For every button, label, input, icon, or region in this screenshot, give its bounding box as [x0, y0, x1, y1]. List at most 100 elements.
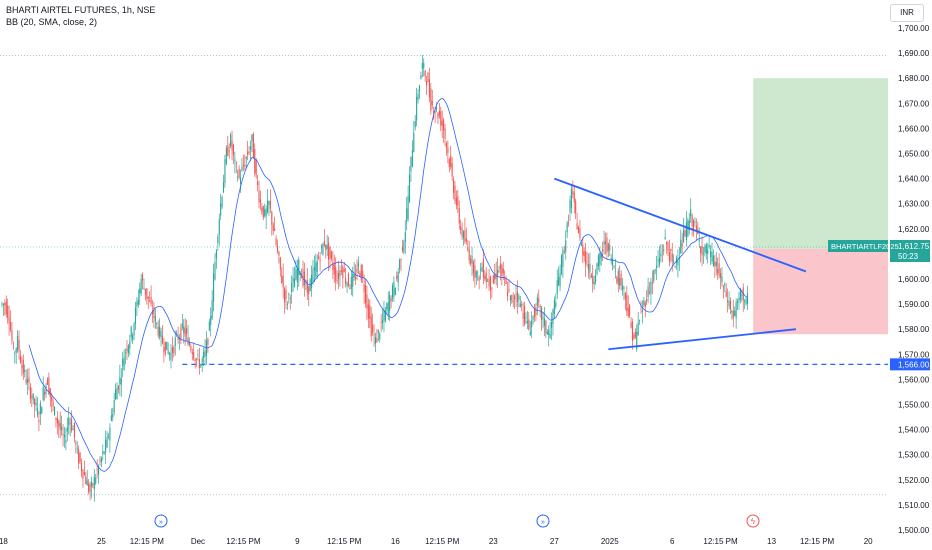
- candle-body: [48, 377, 50, 394]
- candle-body: [129, 341, 131, 349]
- candle-body: [266, 200, 269, 213]
- candle-body: [73, 422, 75, 438]
- candle-body: [187, 337, 189, 345]
- candle-body: [311, 274, 313, 289]
- candle-body: [63, 434, 66, 438]
- candle-body: [305, 282, 307, 283]
- candle-body: [282, 275, 284, 288]
- candle-body: [420, 74, 422, 80]
- candle-body: [619, 277, 621, 286]
- candle-body: [269, 200, 271, 209]
- candle-body: [372, 324, 374, 333]
- candle-body: [107, 436, 110, 437]
- candle-body: [394, 287, 396, 295]
- candle-body: [677, 260, 679, 265]
- candle-body: [194, 359, 196, 362]
- candle-body: [201, 358, 203, 363]
- candle-body: [634, 331, 636, 338]
- candle-body: [169, 353, 171, 355]
- candle-body: [234, 159, 236, 162]
- candle-body: [292, 277, 294, 283]
- candle-body: [184, 328, 186, 337]
- candle-body: [72, 429, 74, 430]
- candle-body: [692, 220, 695, 232]
- candle-body: [136, 301, 138, 307]
- support-price-tag: [890, 358, 930, 371]
- x-tick-label: 9: [295, 537, 300, 546]
- candle-body: [586, 261, 588, 263]
- candle-body: [553, 300, 555, 315]
- candle-body: [34, 399, 36, 406]
- candle-body: [424, 70, 426, 77]
- candle-body: [550, 321, 553, 328]
- candle-body: [404, 232, 406, 242]
- candle-body: [333, 264, 335, 275]
- candle-body: [386, 303, 388, 310]
- candle-body: [325, 244, 327, 250]
- candle-body: [599, 253, 601, 265]
- y-tick-label: 1,590.00: [898, 300, 930, 309]
- candle-body: [485, 272, 487, 283]
- candle-body: [491, 287, 493, 289]
- candle-body: [49, 388, 51, 398]
- candle-body: [159, 326, 161, 337]
- candle-body: [731, 311, 733, 313]
- candle-body: [56, 417, 58, 424]
- candle-body: [117, 385, 119, 390]
- candle-body: [330, 251, 332, 259]
- candle-body: [362, 270, 364, 277]
- candle-body: [359, 272, 361, 277]
- x-tick-label: 16: [391, 537, 400, 546]
- candle-body: [585, 251, 587, 265]
- candle-body: [161, 335, 164, 344]
- candle-body: [164, 341, 166, 355]
- candle-body: [150, 297, 152, 304]
- candle-body: [555, 302, 557, 307]
- x-tick-label: 12:15 PM: [130, 537, 165, 546]
- candle-body: [400, 259, 402, 261]
- candle-body: [471, 255, 473, 264]
- candle-body: [21, 365, 23, 369]
- candle-body: [12, 346, 14, 348]
- candle-body: [274, 228, 276, 232]
- candle-body: [123, 357, 125, 370]
- candle-body: [617, 271, 619, 285]
- candle-body: [707, 249, 709, 254]
- y-tick-label: 1,690.00: [898, 49, 930, 58]
- candle-body: [674, 266, 676, 267]
- candle-body: [265, 208, 267, 217]
- candle-body: [621, 284, 624, 290]
- candle-body: [293, 278, 296, 288]
- candle-body: [316, 261, 318, 272]
- candle-body: [465, 238, 467, 242]
- candle-body: [279, 257, 281, 270]
- candle-body: [492, 275, 494, 284]
- candle-body: [38, 420, 40, 423]
- x-tick-label: 12:15 PM: [800, 537, 835, 546]
- currency-unit-button[interactable]: INR: [890, 4, 924, 22]
- candle-body: [710, 251, 712, 257]
- candle-body: [59, 422, 61, 430]
- candle-body: [705, 244, 707, 254]
- y-tick-label: 1,630.00: [898, 200, 930, 209]
- candle-body: [376, 338, 378, 343]
- candle-body: [529, 331, 531, 336]
- candle-body: [657, 259, 659, 261]
- candle-body: [271, 211, 273, 225]
- candle-body: [648, 291, 651, 293]
- candle-body: [244, 165, 246, 167]
- candle-body: [582, 244, 584, 256]
- candle-body: [658, 257, 661, 265]
- lightning-icon: [746, 514, 760, 528]
- candle-body: [528, 319, 530, 330]
- candle-body: [320, 245, 323, 248]
- candle-body: [546, 331, 548, 335]
- candle-body: [276, 245, 279, 252]
- candle-body: [516, 291, 519, 303]
- candle-body: [262, 206, 264, 218]
- candle-body: [357, 262, 359, 268]
- candle-body: [509, 295, 511, 301]
- candle-body: [673, 260, 675, 263]
- candle-body: [407, 195, 409, 220]
